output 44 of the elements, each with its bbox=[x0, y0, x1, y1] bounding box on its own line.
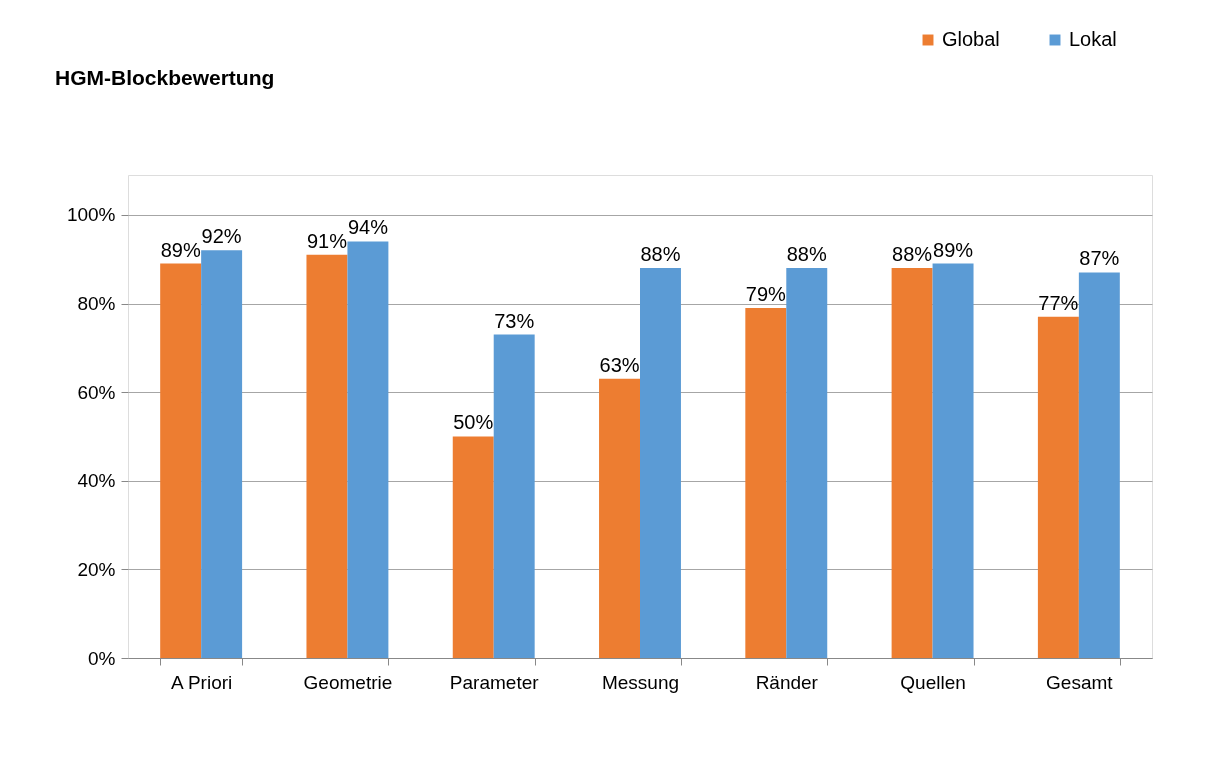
chart-title: HGM-Blockbewertung bbox=[55, 66, 275, 89]
bar bbox=[160, 263, 202, 658]
data-label: 50% bbox=[453, 411, 494, 434]
data-label: 92% bbox=[201, 225, 242, 248]
x-tick-label: Messung bbox=[601, 671, 680, 693]
bar bbox=[891, 268, 933, 658]
bar bbox=[786, 268, 828, 658]
x-tick-label: Geometrie bbox=[303, 671, 393, 693]
data-label: 63% bbox=[599, 353, 640, 376]
y-tick-label: 0% bbox=[88, 647, 116, 669]
bar bbox=[1078, 272, 1120, 658]
x-tick-label: Ränder bbox=[755, 671, 819, 693]
data-label: 94% bbox=[347, 216, 389, 239]
data-label: 79% bbox=[745, 282, 787, 305]
data-label: 89% bbox=[933, 238, 974, 261]
bar bbox=[640, 268, 681, 658]
data-label: 77% bbox=[1038, 291, 1079, 314]
legend-label: Global bbox=[942, 28, 1000, 50]
data-label: 91% bbox=[306, 229, 348, 252]
x-tick-label: Quellen bbox=[900, 671, 966, 693]
y-tick-label: 80% bbox=[77, 293, 116, 314]
y-tick-label: 100% bbox=[66, 204, 116, 226]
data-label: 88% bbox=[892, 243, 933, 266]
bar bbox=[347, 241, 389, 658]
bar bbox=[932, 263, 974, 658]
x-tick-label: A Priori bbox=[171, 671, 233, 693]
y-tick-label: 40% bbox=[77, 470, 116, 492]
bar bbox=[452, 436, 494, 658]
y-tick-label: 60% bbox=[77, 381, 116, 403]
x-tick-label: Parameter bbox=[449, 671, 540, 693]
bar bbox=[745, 307, 787, 658]
x-tick-label: Gesamt bbox=[1046, 671, 1114, 693]
data-label: 87% bbox=[1079, 247, 1120, 270]
bar bbox=[493, 334, 535, 658]
bar bbox=[599, 378, 640, 658]
y-tick-label: 20% bbox=[77, 558, 116, 580]
bar bbox=[306, 254, 348, 658]
legend-label: Lokal bbox=[1069, 28, 1117, 50]
data-label: 88% bbox=[640, 243, 681, 266]
data-label: 88% bbox=[786, 243, 827, 266]
bar bbox=[201, 250, 243, 658]
data-label: 73% bbox=[494, 309, 535, 332]
bar bbox=[1037, 316, 1079, 658]
data-label: 89% bbox=[160, 238, 201, 261]
